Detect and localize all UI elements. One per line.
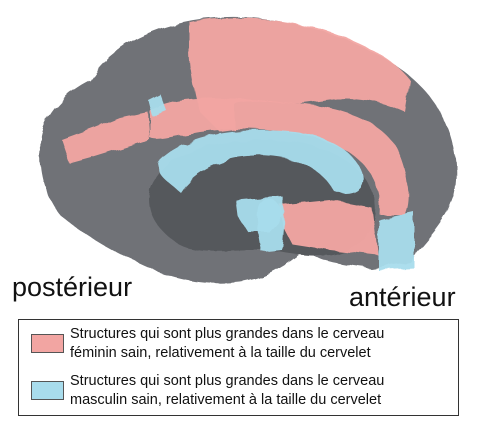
anterior-label: antérieur	[349, 282, 456, 312]
female-region-superior	[190, 17, 410, 133]
legend-text-male: Structures qui sont plus grandes dans le…	[70, 372, 470, 410]
female-region-posterior	[62, 112, 150, 164]
legend-text-female-line2: féminin sain, relativement à la taille d…	[70, 345, 371, 361]
legend-text-female-line1: Structures qui sont plus grandes dans le…	[70, 326, 385, 342]
male-region-thalamus	[256, 199, 285, 252]
legend: Structures qui sont plus grandes dans le…	[18, 319, 459, 416]
female-region-anterior	[280, 200, 378, 255]
legend-item-male: Structures qui sont plus grandes dans le…	[27, 372, 457, 412]
legend-swatch-female	[31, 334, 64, 353]
legend-text-male-line1: Structures qui sont plus grandes dans le…	[70, 373, 385, 389]
legend-item-female: Structures qui sont plus grandes dans le…	[27, 325, 457, 365]
female-region-cingulate	[150, 98, 409, 215]
brain-medial-view	[39, 16, 457, 284]
legend-text-male-line2: masculin sain, relativement à la taille …	[70, 392, 382, 408]
legend-swatch-male	[31, 381, 64, 400]
male-region-corpus-callosum	[158, 130, 364, 194]
posterior-label: postérieur	[12, 272, 133, 302]
male-region-posterior-spot	[148, 94, 166, 116]
legend-text-female: Structures qui sont plus grandes dans le…	[70, 325, 470, 363]
male-region-anterior-block	[378, 212, 414, 270]
